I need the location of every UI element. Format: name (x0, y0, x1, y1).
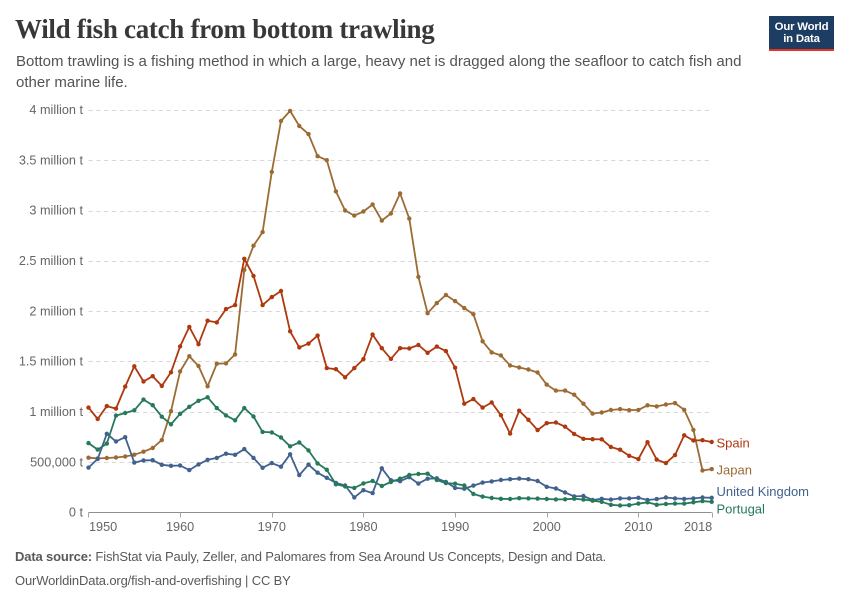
svg-text:0 t: 0 t (69, 506, 84, 520)
svg-text:1980: 1980 (349, 520, 377, 534)
svg-text:3 million t: 3 million t (29, 204, 83, 218)
svg-text:2000: 2000 (533, 520, 561, 534)
svg-text:1.5 million t: 1.5 million t (19, 355, 84, 369)
svg-text:2 million t: 2 million t (29, 304, 83, 318)
svg-text:3.5 million t: 3.5 million t (19, 153, 84, 167)
svg-text:4 million t: 4 million t (29, 103, 83, 117)
svg-text:500,000 t: 500,000 t (30, 455, 83, 469)
svg-text:2018: 2018 (684, 520, 712, 534)
svg-text:1950: 1950 (89, 520, 117, 534)
svg-text:2010: 2010 (624, 520, 652, 534)
svg-text:2.5 million t: 2.5 million t (19, 254, 84, 268)
svg-text:1960: 1960 (166, 520, 194, 534)
svg-text:1970: 1970 (258, 520, 286, 534)
svg-text:1990: 1990 (441, 520, 469, 534)
svg-text:1 million t: 1 million t (29, 405, 83, 419)
svg-text:Japan: Japan (717, 463, 752, 478)
svg-text:Portugal: Portugal (717, 502, 766, 517)
svg-text:United Kingdom: United Kingdom (717, 484, 810, 499)
svg-text:Spain: Spain (717, 436, 750, 451)
